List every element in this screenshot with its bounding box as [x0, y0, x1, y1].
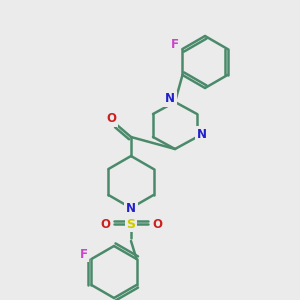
- Text: F: F: [80, 248, 88, 260]
- Text: O: O: [106, 112, 116, 125]
- Text: N: N: [165, 92, 175, 106]
- Text: F: F: [170, 38, 178, 50]
- Text: O: O: [100, 218, 110, 230]
- Text: S: S: [127, 218, 136, 230]
- Text: N: N: [197, 128, 207, 140]
- Text: O: O: [152, 218, 162, 230]
- Text: N: N: [126, 202, 136, 214]
